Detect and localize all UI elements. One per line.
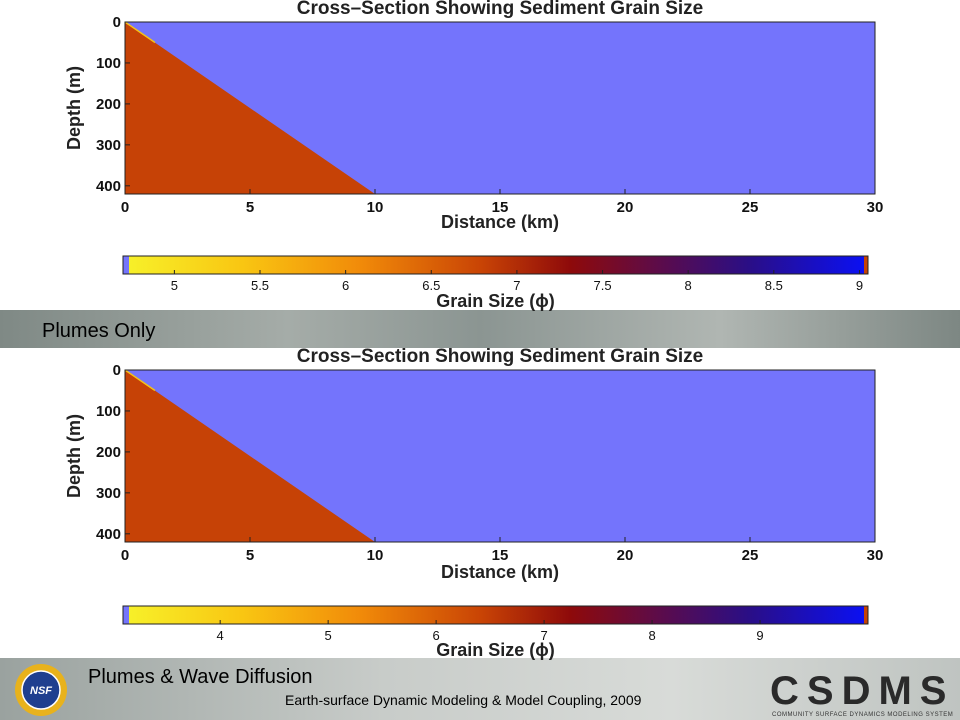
y-tick-label: 200 <box>96 96 121 113</box>
bottom-panel-caption: Plumes & Wave Diffusion <box>88 666 313 688</box>
colorbar-label: Grain Size (ϕ) <box>436 640 555 660</box>
top-panel-caption: Plumes Only <box>42 320 155 342</box>
colorbar-end-swatch <box>864 606 868 624</box>
y-tick-label: 100 <box>96 403 121 420</box>
x-tick-label: 10 <box>367 199 384 216</box>
colorbar-tick-label: 9 <box>756 628 763 643</box>
y-axis-label: Depth (m) <box>64 66 84 150</box>
x-tick-label: 30 <box>867 547 884 564</box>
colorbar-tick-label: 4 <box>217 628 224 643</box>
colorbar-start-swatch <box>123 256 129 274</box>
colorbar-tick-label: 5 <box>325 628 332 643</box>
coarse-grain-edge <box>124 369 156 392</box>
colorbar-tick-label: 7 <box>513 278 520 293</box>
x-tick-label: 15 <box>492 547 509 564</box>
chart-panel-plumes-only: Cross–Section Showing Sediment Grain Siz… <box>64 0 883 311</box>
x-tick-label: 20 <box>617 547 634 564</box>
y-tick-label: 200 <box>96 444 121 461</box>
colorbar-frame <box>122 255 869 275</box>
colorbar-frame <box>122 605 869 625</box>
chart-title: Cross–Section Showing Sediment Grain Siz… <box>297 346 703 367</box>
y-tick-label: 0 <box>113 362 121 379</box>
chart-panel-plumes-wave-diffusion: Cross–Section Showing Sediment Grain Siz… <box>64 346 883 660</box>
colorbar-tick-label: 8 <box>685 278 692 293</box>
x-tick-label: 5 <box>246 547 254 564</box>
nsf-logo: NSF <box>15 664 67 716</box>
footer-caption: Earth-surface Dynamic Modeling & Model C… <box>285 692 642 708</box>
x-tick-label: 20 <box>617 199 634 216</box>
colorbar-tick-label: 6.5 <box>422 278 440 293</box>
x-axis-label: Distance (km) <box>441 562 559 582</box>
y-tick-label: 100 <box>96 55 121 72</box>
x-tick-label: 25 <box>742 547 759 564</box>
csdms-logo: CSDMS COMMUNITY SURFACE DYNAMICS MODELIN… <box>770 669 954 718</box>
chart-title: Cross–Section Showing Sediment Grain Siz… <box>297 0 703 19</box>
colorbar-tick-label: 5 <box>171 278 178 293</box>
x-axis-label: Distance (km) <box>441 212 559 232</box>
y-tick-label: 0 <box>113 14 121 31</box>
y-tick-label: 400 <box>96 526 121 543</box>
colorbar-tick-label: 7.5 <box>594 278 612 293</box>
divider-band <box>0 310 960 348</box>
colorbar-tick-label: 5.5 <box>251 278 269 293</box>
y-axis-label: Depth (m) <box>64 414 84 498</box>
colorbar-tick-label: 9 <box>856 278 863 293</box>
x-tick-label: 0 <box>121 547 129 564</box>
svg-text:COMMUNITY SURFACE DYNAMICS MOD: COMMUNITY SURFACE DYNAMICS MODELING SYST… <box>772 712 953 718</box>
sediment-wedge <box>125 370 375 542</box>
colorbar-end-swatch <box>864 256 868 274</box>
colorbar-start-swatch <box>123 606 129 624</box>
x-tick-label: 15 <box>492 199 509 216</box>
y-tick-label: 300 <box>96 137 121 154</box>
y-tick-label: 400 <box>96 178 121 195</box>
colorbar-tick-label: 8 <box>648 628 655 643</box>
colorbar-label: Grain Size (ϕ) <box>436 291 555 311</box>
y-tick-label: 300 <box>96 485 121 502</box>
svg-text:NSF: NSF <box>30 685 52 697</box>
colorbar-tick-label: 7 <box>540 628 547 643</box>
x-tick-label: 30 <box>867 199 884 216</box>
sediment-wedge <box>125 22 375 194</box>
colorbar-tick-label: 8.5 <box>765 278 783 293</box>
svg-text:CSDMS: CSDMS <box>770 669 954 713</box>
x-tick-label: 0 <box>121 199 129 216</box>
colorbar-tick-label: 6 <box>432 628 439 643</box>
coarse-grain-edge <box>124 21 156 44</box>
colorbar-gradient <box>123 606 868 624</box>
colorbar-gradient <box>123 256 868 274</box>
x-tick-label: 5 <box>246 199 254 216</box>
x-tick-label: 25 <box>742 199 759 216</box>
footer-band <box>0 658 960 720</box>
colorbar-tick-label: 6 <box>342 278 349 293</box>
x-tick-label: 10 <box>367 547 384 564</box>
